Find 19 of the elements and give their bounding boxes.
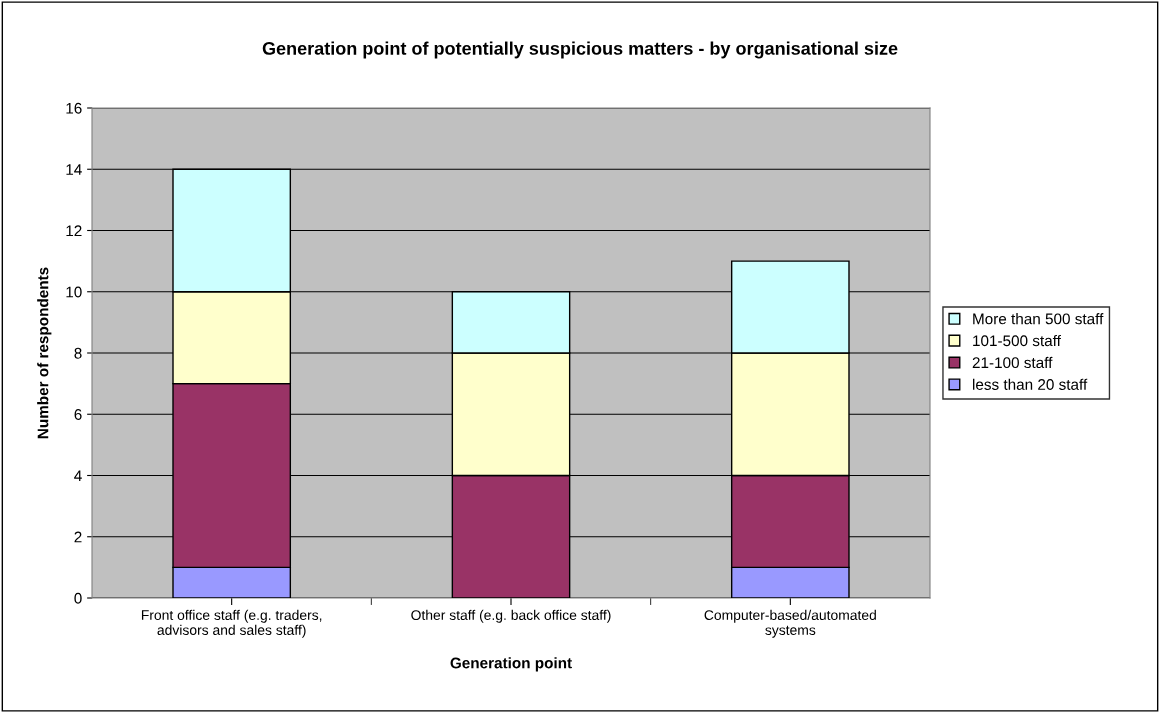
legend-label: 21-100 staff bbox=[972, 356, 1053, 369]
y-tick-label: 6 bbox=[74, 409, 82, 420]
x-tick-label: Computer-based/automated systems bbox=[704, 609, 876, 638]
legend-label: More than 500 staff bbox=[973, 313, 1104, 325]
x-tick-label: Front office staff (e.g. traders, advisors and sales staff) bbox=[141, 609, 322, 638]
y-tick-label: 16 bbox=[66, 102, 82, 114]
y-tick-label: 8 bbox=[74, 347, 82, 359]
legend-label: less than 20 staff bbox=[973, 378, 1088, 390]
chart-title: Generation point of potentially suspicious matters - by organisational size bbox=[262, 41, 898, 59]
x-axis-title: Generation point bbox=[450, 657, 572, 672]
y-tick-label: 12 bbox=[66, 225, 82, 237]
x-tick-label: Other staff (e.g. back office staff) bbox=[411, 609, 611, 623]
legend-label: 101-500 staff bbox=[973, 334, 1061, 347]
y-axis-title: Number of respondents bbox=[37, 267, 52, 439]
y-tick-label: 2 bbox=[74, 531, 82, 543]
y-tick-label: 10 bbox=[66, 286, 82, 298]
y-tick-label: 0 bbox=[74, 592, 82, 604]
y-tick-label: 14 bbox=[66, 164, 82, 175]
y-tick-label: 4 bbox=[74, 470, 82, 482]
